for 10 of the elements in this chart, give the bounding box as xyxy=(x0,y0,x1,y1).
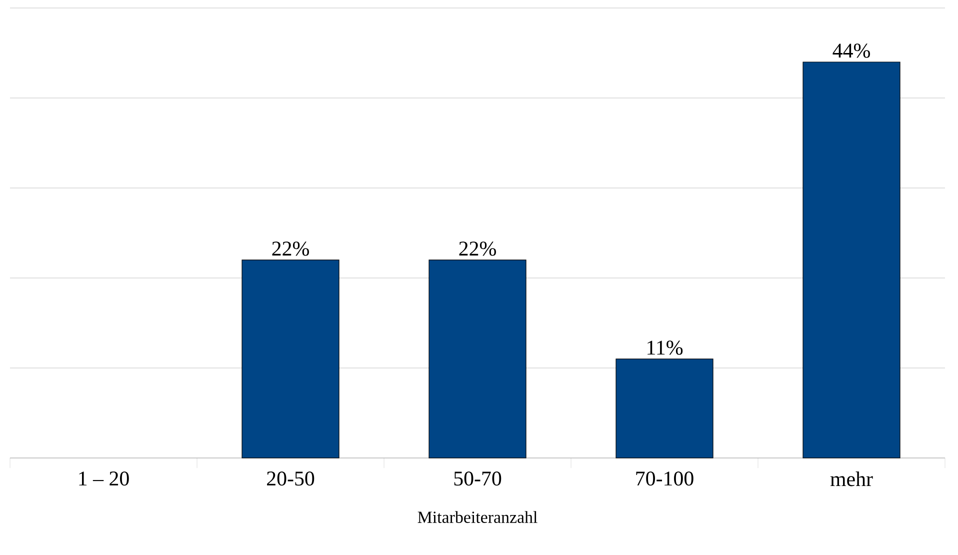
data-label: 44% xyxy=(832,44,870,58)
x-tick-label: 70-100 xyxy=(636,472,694,486)
x-tick-label: mehr xyxy=(830,472,873,486)
data-label: 22% xyxy=(459,242,496,256)
data-label: 11% xyxy=(648,340,683,355)
x-tick-label: 50-70 xyxy=(454,472,502,486)
x-axis-title: Mitarbeiteranzahl xyxy=(418,511,538,523)
x-tick-label: 20-50 xyxy=(267,472,314,486)
data-label: 22% xyxy=(272,242,309,256)
x-tick-label: 1 – 20 xyxy=(79,472,129,486)
